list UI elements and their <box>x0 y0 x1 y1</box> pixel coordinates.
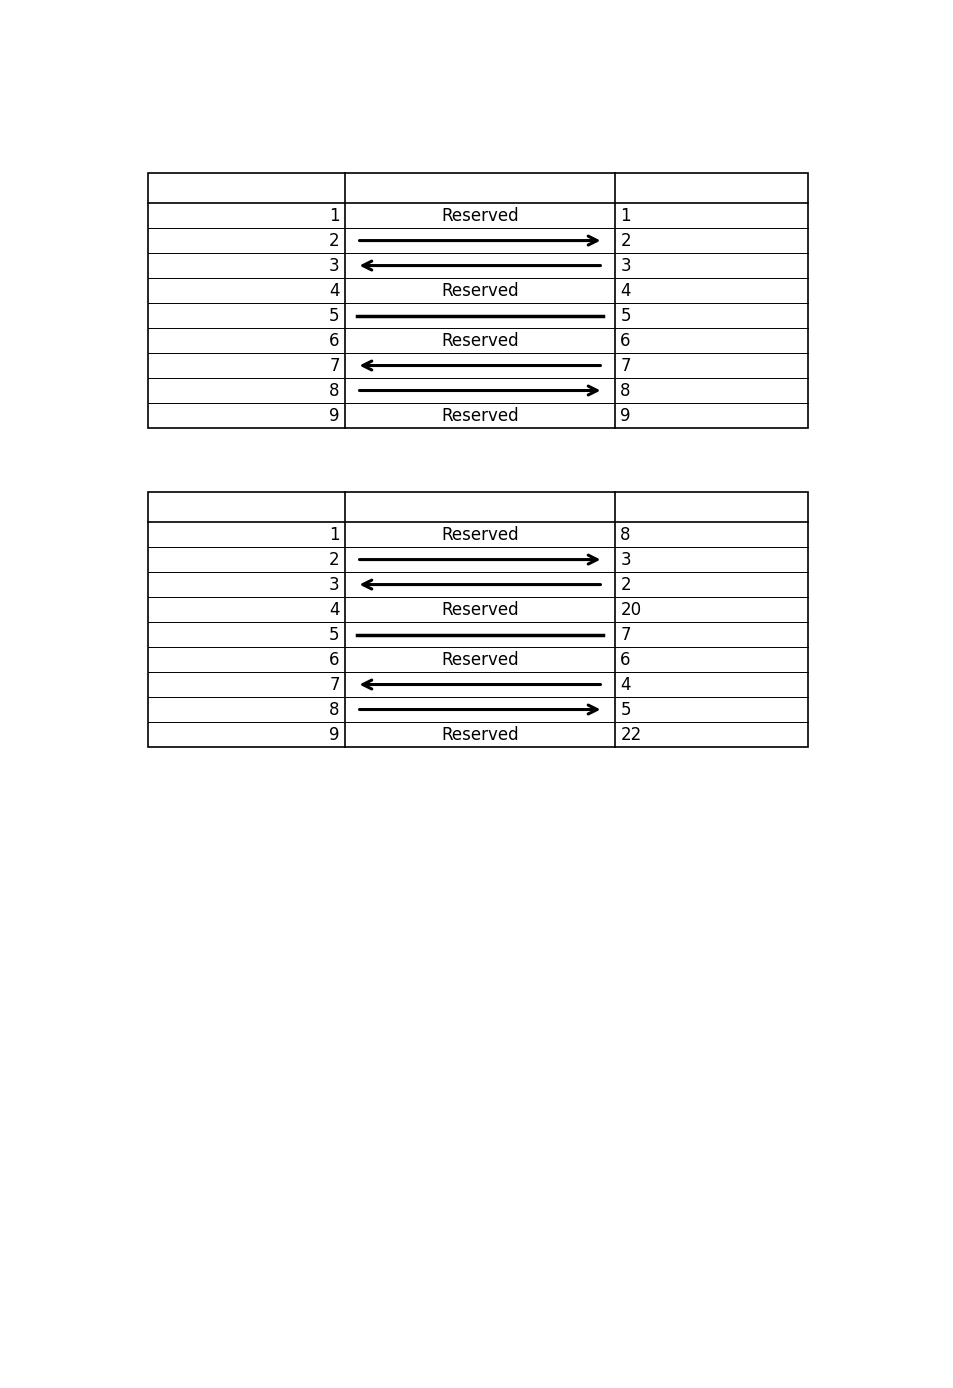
Bar <box>148 174 807 428</box>
Text: 4: 4 <box>619 676 630 694</box>
Text: Reserved: Reserved <box>440 601 518 619</box>
Text: 8: 8 <box>619 526 630 544</box>
Text: 1: 1 <box>329 207 339 225</box>
Text: 5: 5 <box>329 307 339 325</box>
Text: 2: 2 <box>619 232 630 250</box>
Text: 9: 9 <box>329 407 339 425</box>
Text: 6: 6 <box>619 332 630 350</box>
Text: 5: 5 <box>619 701 630 719</box>
Text: Reserved: Reserved <box>440 407 518 425</box>
Text: 5: 5 <box>619 307 630 325</box>
Text: 3: 3 <box>619 257 630 275</box>
Text: 4: 4 <box>329 282 339 300</box>
Text: 4: 4 <box>619 282 630 300</box>
Text: 3: 3 <box>619 551 630 569</box>
Text: 5: 5 <box>329 626 339 644</box>
Text: 2: 2 <box>619 576 630 594</box>
Text: 1: 1 <box>329 526 339 544</box>
Text: Reserved: Reserved <box>440 282 518 300</box>
Bar <box>148 491 807 747</box>
Text: 2: 2 <box>329 232 339 250</box>
Text: 7: 7 <box>329 357 339 375</box>
Text: 8: 8 <box>619 382 630 400</box>
Text: Reserved: Reserved <box>440 651 518 669</box>
Text: 8: 8 <box>329 701 339 719</box>
Text: 8: 8 <box>329 382 339 400</box>
Text: 7: 7 <box>329 676 339 694</box>
Text: 7: 7 <box>619 626 630 644</box>
Text: 4: 4 <box>329 601 339 619</box>
Text: 9: 9 <box>619 407 630 425</box>
Text: Reserved: Reserved <box>440 526 518 544</box>
Text: Reserved: Reserved <box>440 332 518 350</box>
Text: 22: 22 <box>619 726 640 744</box>
Text: Reserved: Reserved <box>440 207 518 225</box>
Text: 1: 1 <box>619 207 630 225</box>
Text: 20: 20 <box>619 601 640 619</box>
Text: Reserved: Reserved <box>440 726 518 744</box>
Text: 2: 2 <box>329 551 339 569</box>
Text: 6: 6 <box>329 651 339 669</box>
Text: 6: 6 <box>329 332 339 350</box>
Text: 3: 3 <box>329 257 339 275</box>
Text: 6: 6 <box>619 651 630 669</box>
Text: 3: 3 <box>329 576 339 594</box>
Text: 9: 9 <box>329 726 339 744</box>
Text: 7: 7 <box>619 357 630 375</box>
